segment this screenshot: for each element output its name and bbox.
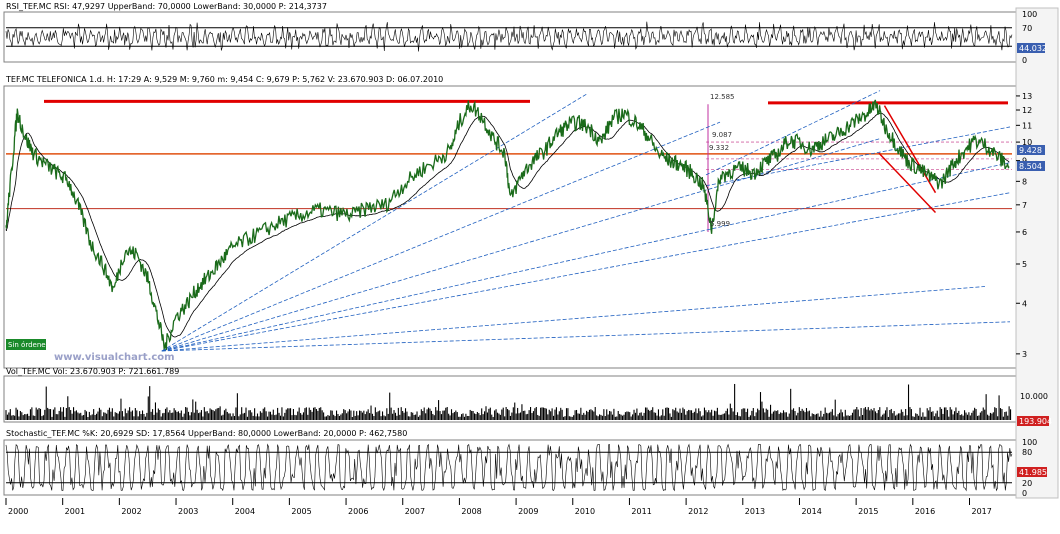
stoch-value-badge-text: 41.985	[1019, 468, 1047, 477]
stoch-tick-label: 20	[1022, 479, 1032, 488]
year-tick-label: 2002	[121, 507, 141, 516]
price-tick-label: 8	[1022, 177, 1027, 186]
price-badge-2-text: 8.504	[1019, 162, 1042, 171]
downtrend-line-1	[883, 105, 937, 194]
rsi-line	[5, 21, 1013, 52]
stochastic-series	[5, 443, 1013, 492]
orders-badge-label: Sin órdenes	[8, 341, 50, 349]
stoch-tick-label: 0	[1022, 489, 1027, 498]
price-tick-label: 13	[1022, 92, 1032, 101]
year-tick-label: 2005	[291, 507, 311, 516]
year-tick-label: 2011	[631, 507, 651, 516]
fibo-fan-line	[161, 321, 1011, 352]
volume-header: Vol_TEF.MC Vol: 23.670.903 P: 721.661.78…	[6, 367, 179, 376]
year-tick-label: 2015	[858, 507, 878, 516]
year-tick-label: 2003	[178, 507, 198, 516]
channel-lower	[705, 126, 1011, 187]
year-tick-label: 2009	[518, 507, 538, 516]
rsi-header: RSI_TEF.MC RSI: 47,9297 UpperBand: 70,00…	[6, 2, 327, 11]
price-tick-label: 3	[1022, 350, 1027, 359]
volume-bars	[5, 383, 1012, 420]
stochastic-header: Stochastic_TEF.MC %K: 20,6929 SD: 17,856…	[6, 429, 407, 438]
moving-average-line	[5, 112, 1010, 338]
fibo-fan-line	[161, 121, 721, 352]
rsi-value-badge-text: 44.032	[1019, 44, 1047, 53]
volume-tick-label: 10.000	[1020, 392, 1048, 401]
stoch-tick-label: 100	[1022, 438, 1037, 447]
fibo-fan-line	[161, 92, 589, 352]
year-tick-label: 2014	[801, 507, 821, 516]
year-tick-label: 2010	[575, 507, 595, 516]
stochastic-panel[interactable]	[3, 439, 1017, 496]
year-tick-label: 2012	[688, 507, 708, 516]
year-tick-label: 2006	[348, 507, 368, 516]
stochastic-k-line	[5, 443, 1013, 492]
year-tick-label: 2016	[915, 507, 935, 516]
year-tick-label: 2013	[745, 507, 765, 516]
rsi-tick-label: 100	[1022, 10, 1037, 19]
rsi-tick-label: 0	[1022, 56, 1027, 65]
year-tick-label: 2004	[235, 507, 255, 516]
rsi-series	[5, 21, 1013, 52]
panel-frames	[3, 7, 1059, 499]
price-tick-label: 4	[1022, 299, 1027, 308]
annotation-low: 5.999	[710, 220, 730, 228]
stoch-value-badge	[1017, 467, 1047, 477]
annotation-high: 12.585	[710, 93, 735, 101]
rsi-value-badge	[1017, 43, 1045, 53]
price-tick-label: 10	[1022, 138, 1032, 147]
price-line	[5, 99, 1010, 351]
fibo-fan-line	[161, 162, 1011, 352]
orders-badge[interactable]	[6, 339, 46, 350]
price-tick-label: 5	[1022, 260, 1027, 269]
stoch-tick-label: 80	[1022, 448, 1032, 457]
downtrend-line-2	[878, 152, 937, 214]
year-tick-label: 2000	[8, 507, 28, 516]
price-tick-label: 6	[1022, 228, 1027, 237]
year-tick-label: 2017	[971, 507, 991, 516]
price-tick-label: 12	[1022, 106, 1032, 115]
price-header: TEF.MC TELEFONICA 1.d. H: 17:29 A: 9,529…	[5, 75, 443, 84]
axis-ticks: 2000 2001 2002 2003 2004 2005 2006 2007 2008 2009…	[5, 10, 1048, 516]
year-tick-label: 2001	[65, 507, 85, 516]
annotation-9087: 9.087	[712, 131, 732, 139]
price-series	[5, 90, 1012, 352]
annotation-9332: 9.332	[709, 144, 729, 152]
price-panel[interactable]	[3, 85, 1017, 369]
price-badge-2	[1017, 161, 1045, 171]
rsi-tick-label: 70	[1022, 24, 1032, 33]
rsi-panel[interactable]	[3, 11, 1017, 63]
volume-value-badge-text: 193.904	[1019, 417, 1052, 426]
price-badge-1	[1017, 145, 1045, 155]
price-tick-label: 7	[1022, 201, 1027, 210]
year-tick-label: 2007	[405, 507, 425, 516]
value-badges: 44.032 9.428 8.504 193.904 41.985	[1017, 43, 1052, 477]
channel-upper	[705, 90, 881, 176]
watermark: www.visualchart.com	[54, 352, 175, 363]
price-badge-1-text: 9.428	[1019, 146, 1042, 155]
price-tick-label: 11	[1022, 121, 1032, 130]
year-tick-label: 2008	[461, 507, 481, 516]
volume-value-badge	[1017, 416, 1049, 426]
